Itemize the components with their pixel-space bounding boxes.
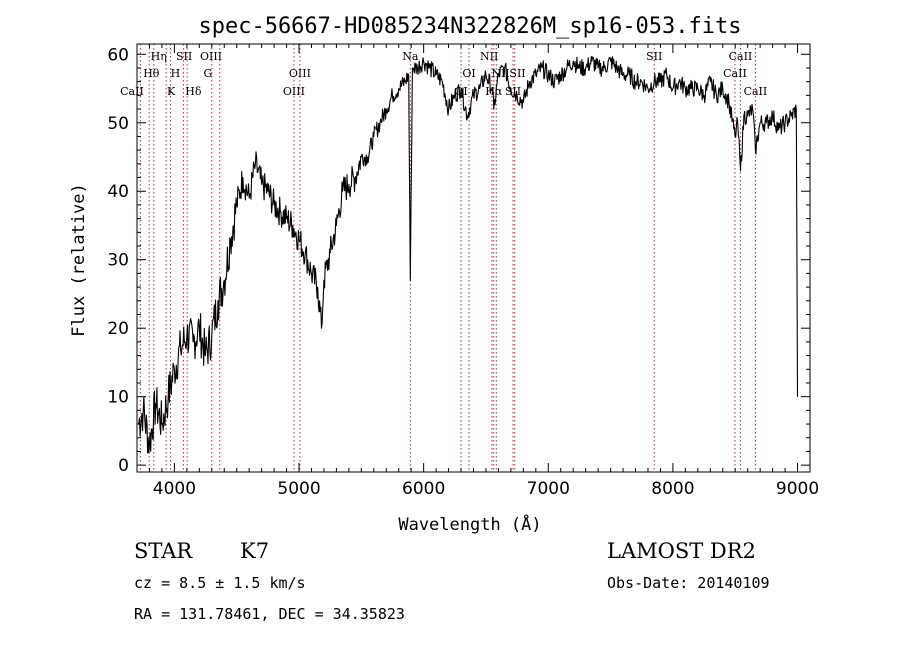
- y-tick-label: 50: [107, 114, 129, 134]
- spectral-line-label: NII: [480, 50, 498, 63]
- y-tick-label: 10: [107, 388, 129, 408]
- survey-name: LAMOST DR2: [607, 539, 756, 563]
- x-axis-ticks: 4000 5000 6000 7000 8000 9000: [136, 44, 819, 499]
- spectral-line-label: SII: [176, 50, 192, 63]
- y-tick-label: 0: [118, 456, 129, 476]
- spectrum-line: [137, 55, 799, 454]
- spectral-line-label: Hα: [485, 85, 503, 98]
- spectral-line-label: CaII: [744, 85, 768, 98]
- y-axis-ticks: 0 10 20 30 40 50 60: [107, 45, 810, 476]
- spectral-line-label: OIII: [283, 85, 305, 98]
- y-tick-label: 20: [107, 319, 129, 339]
- spectral-line-label: SII: [646, 50, 662, 63]
- spectral-line-label: NII: [491, 67, 509, 80]
- object-class: STAR: [134, 539, 193, 563]
- coordinates: RA = 131.78461, DEC = 34.35823: [134, 605, 405, 623]
- spectral-line-label: SII: [509, 67, 525, 80]
- spectral-line-label: SII: [505, 85, 521, 98]
- spectral-line-markers: [139, 44, 756, 472]
- x-tick-label: 6000: [402, 479, 445, 499]
- spectral-line-label: G: [203, 67, 212, 80]
- x-tick-label: 5000: [277, 479, 320, 499]
- spectral-line-label: CaII: [120, 85, 144, 98]
- x-axis-label: Wavelength (Å): [398, 513, 541, 535]
- spectral-line-label: Hη: [151, 50, 167, 63]
- y-tick-label: 30: [107, 251, 129, 271]
- y-tick-label: 40: [107, 182, 129, 202]
- observation-date: Obs-Date: 20140109: [607, 574, 770, 592]
- x-tick-label: 9000: [776, 479, 819, 499]
- spectral-line-labels: CaIIHθHηKHSIIHδOIIIGOIIIOIIINaOIOINIIHαN…: [120, 50, 767, 98]
- spectral-line-label: Hδ: [185, 85, 202, 98]
- chart-title: spec-56667-HD085234N322826M_sp16-053.fit…: [198, 14, 741, 39]
- spectral-line-label: K: [167, 85, 176, 98]
- spectral-line-label: OIII: [200, 50, 222, 63]
- x-tick-label: 8000: [651, 479, 694, 499]
- redshift-velocity: cz = 8.5 ± 1.5 km/s: [134, 574, 306, 592]
- spectral-line-label: CaII: [729, 50, 753, 63]
- spectral-line-label: Hθ: [143, 67, 160, 80]
- spectral-line-label: OIII: [289, 67, 311, 80]
- plot-frame: [136, 43, 811, 473]
- x-tick-label: 7000: [527, 479, 570, 499]
- x-tick-label: 4000: [153, 479, 196, 499]
- spectral-line-label: CaII: [723, 67, 747, 80]
- spectral-line-label: OI: [462, 67, 475, 80]
- y-axis-label: Flux (relative): [69, 183, 89, 337]
- spectral-line-label: H: [171, 67, 181, 80]
- spectral-line-label: Na: [402, 50, 419, 63]
- y-tick-label: 60: [107, 45, 129, 65]
- object-subclass: K7: [240, 539, 269, 563]
